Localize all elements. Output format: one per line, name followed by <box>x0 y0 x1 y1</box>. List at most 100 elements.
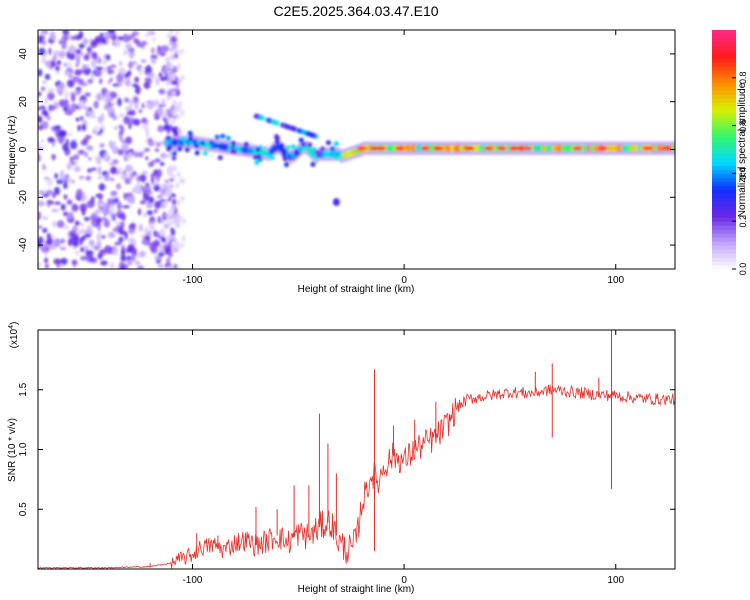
noise-cell <box>180 109 185 116</box>
colorbar-segment <box>712 153 736 159</box>
noise-cell <box>156 106 162 115</box>
colorbar-segment <box>712 57 736 63</box>
noise-cell <box>104 174 110 182</box>
colorbar-tick-label: 0.4 <box>738 167 748 180</box>
noise-cell <box>170 227 174 233</box>
noise-cell <box>52 220 57 228</box>
noise-cell <box>159 161 165 167</box>
noise-cell <box>124 78 131 87</box>
noise-cell <box>128 49 135 59</box>
noise-cell <box>114 39 121 48</box>
colorbar-segment <box>712 229 736 234</box>
noise-cell <box>107 30 116 34</box>
track-cell <box>301 142 307 147</box>
colorbar-segment <box>712 221 736 226</box>
y-tick-label: 40 <box>18 48 29 60</box>
noise-cell <box>178 101 183 108</box>
colorbar-segment <box>712 69 736 75</box>
noise-cell <box>139 174 147 183</box>
colorbar: 0.0 0.2 0.4 0.6 0.8 <box>712 30 748 275</box>
noise-cell <box>71 93 76 102</box>
noise-cell <box>176 199 181 206</box>
noise-cell <box>171 156 177 161</box>
noise-cell <box>56 179 64 185</box>
noise-cell <box>100 260 108 266</box>
noise-cell <box>176 216 181 223</box>
noise-cell <box>70 140 78 150</box>
noise-cell <box>84 216 90 222</box>
colorbar-segment <box>712 225 736 230</box>
noise-cell <box>101 37 107 42</box>
noise-cell <box>93 100 99 109</box>
noise-cell <box>84 233 92 238</box>
noise-cell <box>120 266 125 269</box>
noise-cell <box>62 30 70 36</box>
noise-cell <box>112 83 120 87</box>
noise-cell <box>83 54 90 61</box>
track-cell <box>255 147 261 152</box>
noise-cell <box>101 235 106 239</box>
noise-cell <box>87 168 92 173</box>
noise-cell <box>94 155 102 164</box>
noise-cell <box>170 174 175 180</box>
noise-cell <box>166 167 171 174</box>
noise-cell <box>56 85 61 93</box>
noise-cell <box>79 203 87 212</box>
noise-cell <box>128 227 136 235</box>
noise-cell <box>40 57 47 63</box>
noise-cell <box>167 191 172 198</box>
track-cell <box>243 141 249 147</box>
noise-cell <box>63 106 68 112</box>
noise-cell <box>156 49 164 56</box>
noise-cell <box>38 225 43 229</box>
noise-cell <box>103 152 109 161</box>
noise-cell <box>86 250 94 256</box>
y-tick-label: -40 <box>18 237 29 252</box>
noise-cell <box>150 57 157 65</box>
noise-cell <box>137 208 142 216</box>
noise-cell <box>171 205 176 212</box>
track-cell <box>202 150 208 156</box>
noise-cell <box>116 73 124 82</box>
noise-cell <box>167 220 172 227</box>
spectrogram-ylabel: Frequency (Hz) <box>7 116 18 185</box>
colorbar-segment <box>712 33 736 39</box>
noise-cell <box>100 112 105 121</box>
colorbar-segment <box>712 245 736 250</box>
snr-ylabel: SNR (10 * v/v) <box>7 418 18 482</box>
colorbar-segment <box>712 109 736 115</box>
noise-cell <box>38 190 46 195</box>
noise-cell <box>107 103 114 107</box>
track-peak <box>356 146 367 151</box>
noise-cell <box>40 86 46 91</box>
noise-cell <box>63 62 68 67</box>
track-cell <box>326 140 331 146</box>
noise-cell <box>60 169 64 177</box>
colorbar-segment <box>712 121 736 127</box>
noise-cell <box>54 201 61 205</box>
noise-cell <box>171 118 176 124</box>
x-tick-label: -100 <box>182 275 202 286</box>
noise-cell <box>175 265 180 269</box>
noise-cell <box>88 107 92 112</box>
noise-cell <box>145 156 149 161</box>
colorbar-tick-label: 0.0 <box>738 263 748 276</box>
noise-cell <box>124 164 133 173</box>
noise-cell <box>66 199 73 205</box>
track-cell <box>220 133 226 139</box>
track-cell <box>213 143 219 149</box>
noise-cell <box>146 64 151 71</box>
noise-cell <box>52 192 56 199</box>
noise-cell <box>172 99 177 106</box>
track-peak <box>483 146 494 151</box>
noise-cell <box>82 64 88 70</box>
noise-cell <box>117 97 122 107</box>
noise-cell <box>95 216 103 224</box>
noise-cell <box>63 211 69 217</box>
noise-cell <box>120 249 126 257</box>
spectrogram-axes: -100 0 100 -40 -20 0 20 40 <box>18 30 675 286</box>
noise-cell <box>123 192 127 200</box>
noise-cell <box>175 84 180 89</box>
track-cell <box>281 152 287 158</box>
noise-cell <box>89 257 98 264</box>
